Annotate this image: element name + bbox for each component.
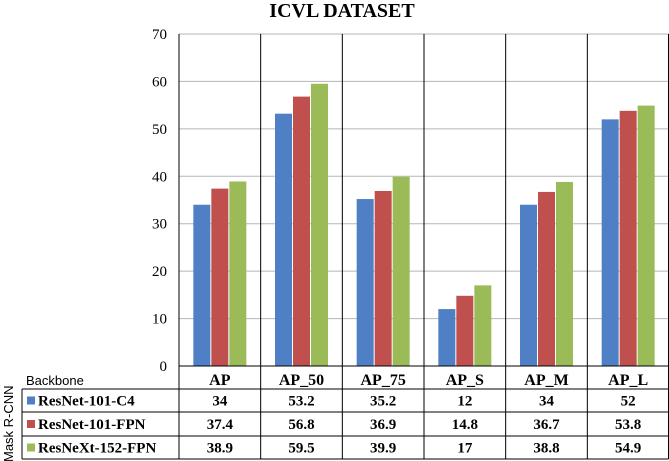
y-axis-ticks: 0 10 20 30 40 50 60 70 xyxy=(152,27,167,375)
bar-AP_L-ResNeXt-152-FPN xyxy=(637,105,655,367)
x-category-label: AP_S xyxy=(446,372,484,389)
table-value: 39.9 xyxy=(370,441,396,457)
x-category-label: AP_L xyxy=(608,372,648,389)
bar-AP_L-ResNet-101-FPN xyxy=(619,110,637,366)
bar-AP_M-ResNet-101-FPN xyxy=(538,191,555,366)
legend-series-label: ResNeXt-152-FPN xyxy=(38,441,156,457)
table-value: 34 xyxy=(212,394,228,410)
x-category-label: AP_75 xyxy=(361,372,406,389)
table-value: 36.9 xyxy=(370,417,396,433)
table-value: 56.8 xyxy=(288,417,314,433)
bar-AP_M-ResNeXt-152-FPN xyxy=(556,181,573,366)
table-value: 38.9 xyxy=(207,441,233,457)
row-group-label: Mask R-CNN xyxy=(1,385,16,461)
legend-swatch xyxy=(27,396,35,405)
bar-AP-ResNet-101-FPN xyxy=(211,188,229,366)
table-value: 53.8 xyxy=(615,417,641,433)
table-value: 12 xyxy=(457,394,472,410)
table-value: 37.4 xyxy=(207,417,234,433)
table-header-backbone: Backbone xyxy=(26,373,84,388)
y-tick-label: 50 xyxy=(152,122,167,138)
table-value: 14.8 xyxy=(452,417,478,433)
bar-AP_L-ResNet-101-C4 xyxy=(601,119,619,366)
bar-AP_50-ResNet-101-C4 xyxy=(275,113,292,367)
bar-AP_S-ResNet-101-FPN xyxy=(456,295,474,366)
bar-AP_75-ResNeXt-152-FPN xyxy=(392,176,410,366)
bar-AP_50-ResNeXt-152-FPN xyxy=(311,83,328,367)
bar-AP-ResNet-101-C4 xyxy=(193,204,211,366)
legend-series-label: ResNet-101-C4 xyxy=(38,394,135,410)
legend-series-label: ResNet-101-FPN xyxy=(38,417,146,433)
table-value: 35.2 xyxy=(370,394,396,410)
x-category-label: AP xyxy=(209,372,231,389)
table-value: 17 xyxy=(457,441,473,457)
x-category-label: AP_M xyxy=(524,372,568,389)
y-tick-label: 60 xyxy=(152,74,167,90)
bar-AP_75-ResNet-101-C4 xyxy=(356,199,374,366)
table-value: 52 xyxy=(621,394,636,410)
table-value: 59.5 xyxy=(288,441,314,457)
y-tick-label: 20 xyxy=(152,264,167,280)
bar-AP_S-ResNet-101-C4 xyxy=(438,309,456,366)
chart-title: ICVL DATASET xyxy=(269,0,415,22)
table-value: 54.9 xyxy=(615,441,641,457)
y-tick-label: 0 xyxy=(160,359,168,375)
y-tick-label: 40 xyxy=(152,169,167,185)
x-category-label: AP_50 xyxy=(279,372,324,389)
legend-swatch xyxy=(27,443,35,452)
bars xyxy=(193,83,655,367)
y-tick-label: 30 xyxy=(152,217,167,233)
legend-swatch xyxy=(27,420,35,428)
y-tick-label: 10 xyxy=(152,312,167,328)
bar-AP_75-ResNet-101-FPN xyxy=(374,190,392,366)
bar-AP_M-ResNet-101-C4 xyxy=(520,204,537,366)
table-value: 38.8 xyxy=(533,441,559,457)
table-value: 34 xyxy=(539,394,555,410)
y-tick-label: 70 xyxy=(152,27,167,43)
bar-AP_50-ResNet-101-FPN xyxy=(293,96,310,366)
bar-AP-ResNeXt-152-FPN xyxy=(229,181,247,366)
table-value: 36.7 xyxy=(533,417,560,433)
bar-AP_S-ResNeXt-152-FPN xyxy=(474,285,492,366)
table-value: 53.2 xyxy=(288,394,314,410)
